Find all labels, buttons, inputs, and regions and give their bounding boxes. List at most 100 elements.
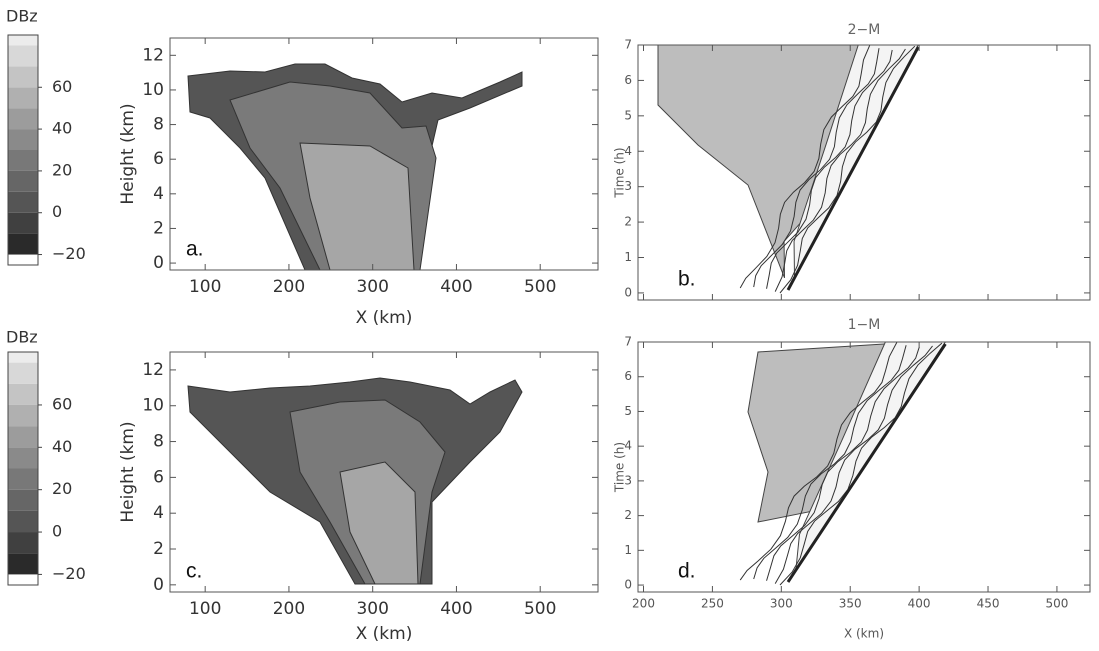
y-tick-label: 8 bbox=[153, 115, 164, 135]
x-tick-label: 500 bbox=[1045, 597, 1068, 611]
contour-line bbox=[753, 48, 880, 288]
colorbar-band bbox=[8, 150, 38, 171]
y-tick-label: 0 bbox=[624, 285, 632, 299]
x-tick-label: 200 bbox=[632, 597, 655, 611]
colorbar-tick-label: 0 bbox=[52, 202, 62, 221]
plot-frame bbox=[637, 44, 1091, 301]
colorbar-band bbox=[8, 574, 38, 585]
field-shape bbox=[299, 142, 415, 270]
colorbar-band bbox=[8, 468, 38, 490]
panel-title: 1−M bbox=[848, 317, 881, 333]
colorbar-band bbox=[8, 254, 38, 265]
colorbar-tick-label: 20 bbox=[52, 160, 72, 179]
y-tick-label: 6 bbox=[624, 369, 632, 383]
x-axis-label: X (km) bbox=[356, 308, 413, 328]
y-tick-label: 6 bbox=[624, 73, 632, 87]
panel: 0 1 2 3 4 5 6 7 Time (h) 2−M b. bbox=[613, 22, 1091, 301]
contour-line bbox=[786, 343, 947, 583]
x-tick-label: 350 bbox=[839, 597, 862, 611]
colorbar-tick-label: −20 bbox=[52, 564, 86, 583]
y-tick-label: 1 bbox=[624, 250, 632, 264]
colorbar-tick-label: 40 bbox=[52, 437, 72, 456]
contour-line bbox=[739, 45, 871, 289]
colorbar-band bbox=[8, 170, 38, 192]
plot-frame bbox=[169, 351, 599, 593]
contour-line bbox=[739, 342, 898, 581]
y-tick-label: 7 bbox=[624, 38, 632, 52]
x-tick-label: 100 bbox=[189, 599, 221, 619]
y-tick-label: 3 bbox=[624, 179, 632, 193]
panel-label: d. bbox=[678, 560, 696, 583]
x-tick-label: 250 bbox=[701, 597, 724, 611]
field bbox=[657, 45, 920, 294]
x-tick-label: 200 bbox=[273, 599, 305, 619]
contour-line bbox=[766, 49, 893, 289]
y-tick-label: 0 bbox=[153, 575, 164, 595]
panel-label: b. bbox=[678, 268, 696, 291]
colorbar-tick-label: 60 bbox=[52, 77, 72, 96]
contour-line bbox=[786, 46, 920, 291]
colorbar-band bbox=[8, 532, 38, 554]
y-tick-label: 4 bbox=[153, 503, 164, 523]
y-tick-label: 5 bbox=[624, 108, 632, 122]
colorbar-band bbox=[8, 129, 38, 150]
x-tick-label: 300 bbox=[356, 599, 388, 619]
plot-frame bbox=[637, 341, 1091, 593]
y-axis-label: Height (km) bbox=[118, 421, 138, 522]
y-axis-label: Height (km) bbox=[118, 103, 138, 204]
colorbar-tick-label: 0 bbox=[52, 522, 62, 541]
panel-label: c. bbox=[186, 560, 202, 583]
field bbox=[739, 342, 947, 586]
contour-line bbox=[774, 48, 906, 292]
panel-title: 2−M bbox=[848, 22, 881, 38]
y-tick-label: 4 bbox=[153, 184, 164, 204]
plot-frame bbox=[169, 37, 599, 271]
colorbar-band bbox=[8, 404, 38, 427]
colorbar-band bbox=[8, 191, 38, 213]
x-tick-label: 100 bbox=[189, 277, 221, 297]
colorbar-band bbox=[8, 489, 38, 511]
colorbar-band bbox=[8, 447, 38, 469]
y-tick-label: 2 bbox=[153, 539, 164, 559]
y-tick-label: 2 bbox=[624, 508, 632, 522]
colorbar-frame bbox=[7, 351, 39, 586]
colorbar-band bbox=[8, 233, 38, 255]
panel-label: a. bbox=[186, 238, 204, 261]
y-tick-label: 0 bbox=[153, 253, 164, 273]
x-tick-label: 200 bbox=[273, 277, 305, 297]
x-tick-label: 400 bbox=[908, 597, 931, 611]
colorbar-label: DBz bbox=[6, 7, 38, 26]
x-tick-label: 300 bbox=[770, 597, 793, 611]
colorbar-tick-label: 60 bbox=[52, 394, 72, 413]
colorbar-tick-label: 40 bbox=[52, 119, 72, 138]
x-axis-label: X (km) bbox=[356, 624, 413, 644]
colorbar-band bbox=[8, 383, 38, 405]
colorbar-band bbox=[8, 45, 38, 67]
y-tick-label: 3 bbox=[624, 473, 632, 487]
colorbar-band bbox=[8, 510, 38, 533]
colorbar-tick-label: −20 bbox=[52, 244, 86, 263]
y-tick-label: 1 bbox=[624, 543, 632, 557]
colorbar-band bbox=[8, 426, 38, 448]
x-tick-label: 500 bbox=[524, 277, 556, 297]
y-axis-label: Time (h) bbox=[613, 442, 627, 493]
colorbar-band bbox=[8, 553, 38, 575]
colorbar-band bbox=[8, 35, 38, 46]
y-axis-label: Time (h) bbox=[613, 147, 627, 198]
y-tick-label: 10 bbox=[142, 80, 164, 100]
contour-line bbox=[779, 342, 943, 586]
x-tick-label: 500 bbox=[524, 599, 556, 619]
x-tick-label: 400 bbox=[440, 599, 472, 619]
contour-line bbox=[779, 45, 916, 294]
y-tick-label: 6 bbox=[153, 467, 164, 487]
contour-line bbox=[766, 346, 920, 581]
colorbar-band bbox=[8, 352, 38, 363]
y-tick-label: 2 bbox=[624, 215, 632, 229]
field-shape bbox=[339, 461, 419, 585]
y-tick-label: 4 bbox=[624, 144, 632, 158]
colorbar-band bbox=[8, 212, 38, 234]
x-tick-label: 300 bbox=[356, 277, 388, 297]
contour-line bbox=[774, 345, 933, 584]
colorbar-band bbox=[8, 108, 38, 130]
